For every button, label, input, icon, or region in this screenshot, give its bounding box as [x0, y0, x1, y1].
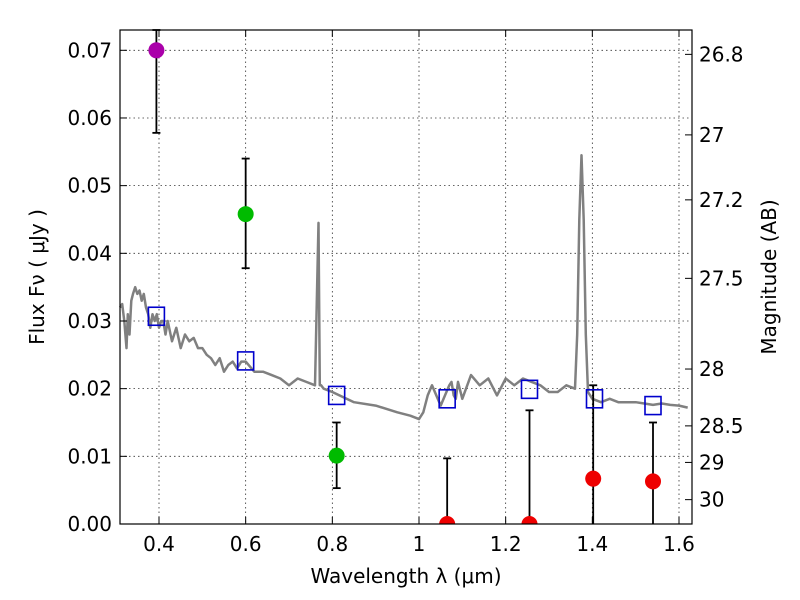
model-photometry-point [520, 379, 539, 400]
grid [120, 30, 692, 525]
magnitude-tick-label: 29 [699, 450, 724, 474]
x-tick-label: 1.6 [663, 532, 695, 556]
observed-points [148, 42, 661, 524]
y-tick-label: 0.05 [67, 174, 112, 198]
magnitude-tick-label: 27 [699, 123, 724, 147]
magnitude-tick-label: 30 [699, 488, 724, 512]
plot-frame [119, 29, 693, 525]
y-tick-label: 0.00 [67, 512, 112, 536]
y-axis-ticks: 0.00 0.01 0.02 0.03 0.04 0.05 0.06 0.07 [67, 38, 127, 536]
magnitude-axis-title: Magnitude (AB) [757, 199, 781, 354]
observed-point [521, 516, 538, 524]
x-tick-label: 1.2 [490, 532, 522, 556]
magnitude-tick-label: 28 [699, 357, 724, 381]
model-photometry-point [147, 306, 166, 327]
magnitude-tick-label: 27.2 [699, 188, 744, 212]
magnitude-tick-label: 27.5 [699, 266, 744, 290]
observed-point [148, 42, 165, 59]
y-tick-label: 0.04 [67, 241, 112, 265]
model-photometry-point [644, 395, 662, 416]
y-tick-label: 0.07 [67, 38, 112, 62]
x-tick-label: 0.8 [316, 532, 348, 556]
x-tick-label: 1 [413, 532, 426, 556]
observed-point [237, 206, 254, 223]
observed-point [439, 516, 456, 524]
x-tick-label: 1.4 [576, 532, 608, 556]
magnitude-tick-label: 26.8 [699, 42, 744, 66]
x-axis-ticks: 0.4 0.6 0.8 1 1.2 1.4 1.6 [143, 30, 695, 556]
model-photometry-point [327, 385, 346, 406]
observed-point [328, 447, 345, 464]
model-spectrum [118, 153, 688, 421]
x-tick-label: 0.6 [230, 532, 262, 556]
magnitude-tick-label: 28.5 [699, 414, 744, 438]
model-spectrum-line [118, 153, 688, 421]
model-photometry-point [236, 351, 255, 371]
y-tick-label: 0.01 [67, 444, 112, 468]
y-axis-title: Flux Fν ( μJy ) [25, 209, 49, 345]
observed-point [645, 473, 661, 490]
x-tick-label: 0.4 [143, 532, 175, 556]
x-axis-title: Wavelength λ (μm) [310, 564, 501, 588]
model-photometry-points [147, 306, 662, 416]
error-bars [152, 29, 657, 524]
observed-point [585, 470, 602, 487]
magnitude-axis-ticks: 26.8 27 27.2 27.5 28 28.5 29 30 [685, 42, 744, 512]
model-photometry-point [438, 389, 456, 409]
y-tick-label: 0.02 [67, 377, 112, 401]
model-photometry-point [585, 389, 604, 409]
y-tick-label: 0.03 [67, 309, 112, 333]
y-tick-label: 0.06 [67, 106, 112, 130]
